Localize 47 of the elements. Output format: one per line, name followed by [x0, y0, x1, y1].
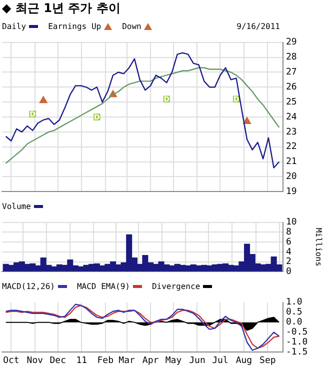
y-tick-label: 1.0 [286, 298, 302, 308]
y-tick-label: 6 [286, 237, 292, 248]
legend-label: Volume [2, 202, 31, 211]
y-tick-label: 24 [286, 112, 297, 122]
x-tick-label: May [165, 356, 182, 366]
y-tick-label: -1.5 [286, 348, 308, 358]
x-tick-label: Mar [118, 356, 136, 366]
legend-label: Divergence [152, 282, 200, 291]
x-tick-label: Jul [212, 356, 228, 366]
legend-label: MACD(12,26) [2, 282, 55, 291]
legend-label: MACD EMA(9) [76, 282, 130, 291]
y-tick-label: -0.5 [286, 328, 308, 338]
x-tick-label: Aug [236, 356, 252, 366]
x-tick-label: Apr [142, 356, 160, 366]
y-axis-title: Millions [314, 228, 323, 266]
x-tick-label: 11 [76, 356, 88, 366]
x-tick-label: Feb [97, 356, 114, 366]
y-tick-label: 26 [286, 82, 297, 93]
x-tick-label: Nov [26, 356, 44, 366]
legend-label: Down [122, 22, 142, 31]
y-tick-label: 2 [286, 257, 292, 268]
y-tick-label: 25 [286, 97, 297, 108]
chart-title: ◆ 최근 1년 주가 추이 [2, 0, 120, 17]
y-tick-label: 4 [286, 247, 292, 258]
y-tick-label: -1.0 [286, 338, 308, 348]
y-tick-label: 10 [286, 218, 297, 228]
y-tick-label: 8 [286, 228, 292, 238]
text: 9/16/2011 [236, 22, 280, 31]
y-tick-label: 19 [286, 186, 297, 197]
y-tick-label: 21 [286, 157, 297, 168]
y-tick-label: 20 [286, 172, 297, 182]
x-tick-label: Jun [189, 356, 206, 366]
x-tick-label: Sep [260, 356, 276, 366]
y-tick-label: 22 [286, 142, 297, 152]
legend-label: Daily [2, 22, 26, 31]
y-tick-label: 23 [286, 127, 297, 138]
y-tick-label: 0.0 [286, 318, 302, 328]
legend-label: Earnings Up [48, 22, 102, 31]
x-tick-label: Dec [50, 356, 66, 366]
point [243, 116, 251, 124]
y-tick-label: 27 [286, 68, 297, 78]
y-tick-label: 0.5 [286, 308, 302, 318]
point [39, 96, 48, 104]
x-tick-label: Oct [3, 356, 20, 366]
y-tick-label: 28 [286, 52, 297, 63]
y-tick-label: 0 [286, 266, 292, 277]
y-tick-label: 29 [286, 38, 297, 48]
